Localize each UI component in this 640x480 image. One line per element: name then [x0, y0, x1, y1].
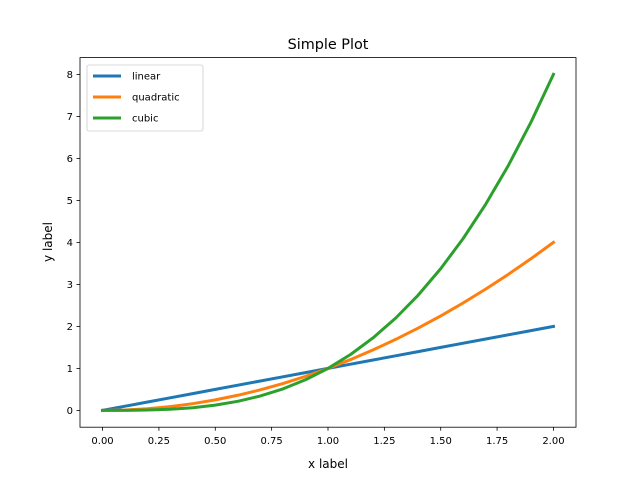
y-tick-label: 2	[67, 322, 73, 333]
y-tick-label: 7	[67, 112, 73, 123]
y-axis: 0 1 2 3 4 5 6 7 8	[67, 70, 80, 417]
x-tick-label: 1.00	[317, 436, 339, 447]
x-tick-label: 1.75	[486, 436, 508, 447]
y-tick-label: 1	[67, 364, 73, 375]
legend: linear quadratic cubic	[86, 64, 204, 132]
x-tick-label: 0.50	[204, 436, 226, 447]
legend-box	[86, 64, 204, 132]
y-tick-label: 3	[67, 280, 73, 291]
x-tick-label: 0.75	[261, 436, 283, 447]
y-tick-label: 5	[67, 196, 73, 207]
chart-title: Simple Plot	[288, 37, 369, 53]
legend-label-cubic: cubic	[132, 114, 158, 125]
y-tick-label: 4	[67, 238, 73, 249]
y-axis-label: y label	[41, 222, 55, 262]
y-tick-label: 0	[67, 406, 73, 417]
legend-label-linear: linear	[132, 72, 161, 83]
x-axis: 0.00 0.25 0.50 0.75 1.00 1.25 1.50 1.75 2.00	[91, 427, 565, 447]
x-tick-label: 2.00	[542, 436, 564, 447]
legend-label-quadratic: quadratic	[132, 93, 180, 104]
x-axis-label: x label	[308, 457, 348, 471]
x-tick-label: 0.00	[91, 436, 113, 447]
x-tick-label: 1.25	[373, 436, 395, 447]
y-tick-label: 6	[67, 154, 73, 165]
series-layer	[100, 72, 556, 413]
x-tick-label: 1.50	[430, 436, 452, 447]
series-line-cubic	[101, 72, 556, 412]
y-tick-label: 8	[67, 70, 73, 81]
x-tick-label: 0.25	[148, 436, 170, 447]
